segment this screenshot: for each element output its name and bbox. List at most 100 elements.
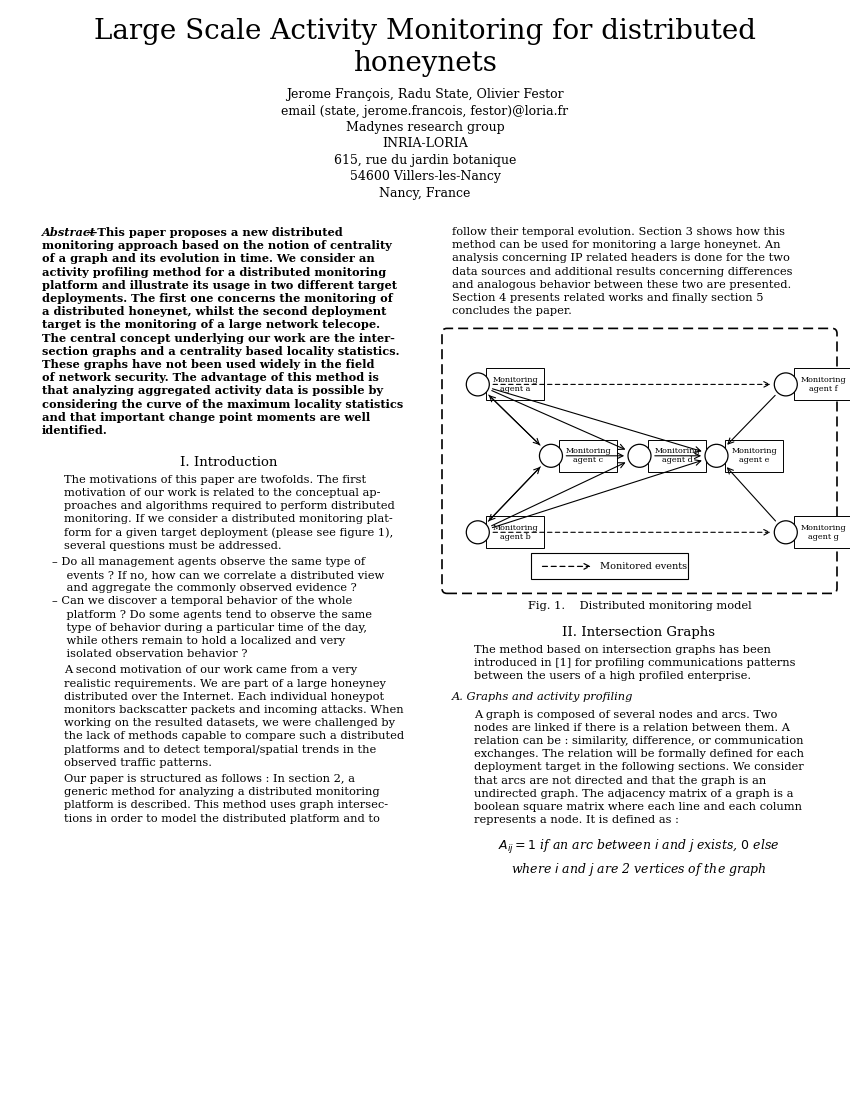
Circle shape [774, 520, 797, 543]
Text: that analyzing aggregated activity data is possible by: that analyzing aggregated activity data … [42, 385, 383, 396]
Text: the lack of methods capable to compare such a distributed: the lack of methods capable to compare s… [64, 732, 404, 741]
Text: Madynes research group: Madynes research group [346, 121, 504, 134]
Text: target is the monitoring of a large network telecope.: target is the monitoring of a large netw… [42, 319, 380, 330]
Text: relation can be : similarity, difference, or communication: relation can be : similarity, difference… [474, 736, 803, 746]
Text: platform is described. This method uses graph intersec-: platform is described. This method uses … [64, 801, 388, 811]
Text: A second motivation of our work came from a very: A second motivation of our work came fro… [64, 666, 357, 675]
Text: events ? If no, how can we correlate a distributed view: events ? If no, how can we correlate a d… [52, 570, 384, 580]
Text: undirected graph. The adjacency matrix of a graph is a: undirected graph. The adjacency matrix o… [474, 789, 794, 799]
Text: of network security. The advantage of this method is: of network security. The advantage of th… [42, 372, 379, 383]
Text: A. Graphs and activity profiling: A. Graphs and activity profiling [452, 693, 633, 703]
Text: deployments. The first one concerns the monitoring of: deployments. The first one concerns the … [42, 293, 393, 304]
Text: platform and illustrate its usage in two different target: platform and illustrate its usage in two… [42, 279, 397, 290]
Text: working on the resulted datasets, we were challenged by: working on the resulted datasets, we wer… [64, 718, 395, 728]
Text: follow their temporal evolution. Section 3 shows how this: follow their temporal evolution. Section… [452, 227, 785, 236]
Text: Monitoring
agent a: Monitoring agent a [492, 376, 538, 393]
Text: monitoring approach based on the notion of centrality: monitoring approach based on the notion … [42, 240, 392, 251]
FancyBboxPatch shape [486, 516, 544, 548]
Text: – Can we discover a temporal behavior of the whole: – Can we discover a temporal behavior of… [52, 596, 352, 606]
Text: observed traffic patterns.: observed traffic patterns. [64, 758, 212, 768]
Text: motivation of our work is related to the conceptual ap-: motivation of our work is related to the… [64, 488, 381, 498]
Text: Monitored events: Monitored events [600, 562, 687, 571]
Text: analysis concerning IP related headers is done for the two: analysis concerning IP related headers i… [452, 253, 790, 263]
Text: platform ? Do some agents tend to observe the same: platform ? Do some agents tend to observ… [52, 609, 372, 619]
Text: a distributed honeynet, whilst the second deployment: a distributed honeynet, whilst the secon… [42, 306, 387, 317]
Text: identified.: identified. [42, 425, 108, 436]
FancyBboxPatch shape [725, 440, 783, 472]
Text: A graph is composed of several nodes and arcs. Two: A graph is composed of several nodes and… [474, 710, 778, 719]
Text: – Do all management agents observe the same type of: – Do all management agents observe the s… [52, 557, 366, 566]
Text: and analogous behavior between these two are presented.: and analogous behavior between these two… [452, 279, 791, 289]
Text: realistic requirements. We are part of a large honeyney: realistic requirements. We are part of a… [64, 679, 386, 689]
FancyBboxPatch shape [486, 368, 544, 400]
Text: Our paper is structured as follows : In section 2, a: Our paper is structured as follows : In … [64, 774, 355, 784]
Text: several questions must be addressed.: several questions must be addressed. [64, 541, 281, 551]
Text: activity profiling method for a distributed monitoring: activity profiling method for a distribu… [42, 266, 386, 277]
Text: The motivations of this paper are twofolds. The first: The motivations of this paper are twofol… [64, 475, 366, 485]
FancyBboxPatch shape [442, 329, 837, 593]
Text: introduced in [1] for profiling communications patterns: introduced in [1] for profiling communic… [474, 658, 796, 668]
Text: while others remain to hold a localized and very: while others remain to hold a localized … [52, 636, 345, 646]
FancyBboxPatch shape [559, 440, 617, 472]
Text: Section 4 presents related works and finally section 5: Section 4 presents related works and fin… [452, 293, 763, 303]
Text: concludes the paper.: concludes the paper. [452, 306, 572, 316]
Text: 615, rue du jardin botanique: 615, rue du jardin botanique [334, 154, 516, 167]
Text: Monitoring
agent f: Monitoring agent f [801, 376, 846, 393]
Circle shape [628, 444, 651, 468]
Text: form for a given target deployment (please see figure 1),: form for a given target deployment (plea… [64, 528, 394, 538]
Text: of a graph and its evolution in time. We consider an: of a graph and its evolution in time. We… [42, 253, 375, 264]
Text: type of behavior during a particular time of the day,: type of behavior during a particular tim… [52, 623, 367, 632]
Text: represents a node. It is defined as :: represents a node. It is defined as : [474, 815, 679, 825]
Text: INRIA-LORIA: INRIA-LORIA [382, 138, 468, 151]
FancyBboxPatch shape [794, 368, 850, 400]
Text: The central concept underlying our work are the inter-: The central concept underlying our work … [42, 332, 395, 343]
Text: I. Introduction: I. Introduction [180, 456, 277, 470]
Text: isolated observation behavior ?: isolated observation behavior ? [52, 649, 247, 659]
Text: Large Scale Activity Monitoring for distributed: Large Scale Activity Monitoring for dist… [94, 18, 756, 45]
Text: Nancy, France: Nancy, France [379, 187, 471, 200]
FancyBboxPatch shape [648, 440, 706, 472]
Text: —This paper proposes a new distributed: —This paper proposes a new distributed [86, 227, 343, 238]
Circle shape [467, 373, 490, 396]
Text: where $i$ and $j$ are 2 vertices of the graph: where $i$ and $j$ are 2 vertices of the … [511, 861, 767, 878]
Text: that arcs are not directed and that the graph is an: that arcs are not directed and that the … [474, 776, 766, 785]
Text: considering the curve of the maximum locality statistics: considering the curve of the maximum loc… [42, 398, 403, 409]
Text: Monitoring
agent d: Monitoring agent d [654, 448, 700, 464]
Text: II. Intersection Graphs: II. Intersection Graphs [562, 626, 715, 639]
Text: proaches and algorithms required to perform distributed: proaches and algorithms required to perf… [64, 502, 394, 512]
Text: distributed over the Internet. Each individual honeypot: distributed over the Internet. Each indi… [64, 692, 384, 702]
Text: The method based on intersection graphs has been: The method based on intersection graphs … [474, 645, 771, 654]
Text: These graphs have not been used widely in the field: These graphs have not been used widely i… [42, 359, 375, 370]
Circle shape [467, 520, 490, 543]
Text: generic method for analyzing a distributed monitoring: generic method for analyzing a distribut… [64, 788, 380, 798]
Text: Monitoring
agent g: Monitoring agent g [801, 524, 846, 541]
Text: method can be used for monitoring a large honeynet. An: method can be used for monitoring a larg… [452, 240, 780, 250]
Text: and that important change point moments are well: and that important change point moments … [42, 411, 371, 422]
FancyBboxPatch shape [794, 516, 850, 548]
Text: tions in order to model the distributed platform and to: tions in order to model the distributed … [64, 814, 380, 824]
Text: Monitoring
agent b: Monitoring agent b [492, 524, 538, 541]
Text: and aggregate the commonly observed evidence ?: and aggregate the commonly observed evid… [52, 583, 357, 593]
Text: Monitoring
agent c: Monitoring agent c [565, 448, 611, 464]
Text: Fig. 1.    Distributed monitoring model: Fig. 1. Distributed monitoring model [528, 602, 751, 612]
Text: monitoring. If we consider a distributed monitoring plat-: monitoring. If we consider a distributed… [64, 515, 393, 525]
Text: deployment target in the following sections. We consider: deployment target in the following secti… [474, 762, 804, 772]
Text: Jerome François, Radu State, Olivier Festor: Jerome François, Radu State, Olivier Fes… [286, 88, 564, 101]
Text: data sources and additional results concerning differences: data sources and additional results conc… [452, 266, 792, 276]
Text: monitors backscatter packets and incoming attacks. When: monitors backscatter packets and incomin… [64, 705, 404, 715]
Text: platforms and to detect temporal/spatial trends in the: platforms and to detect temporal/spatial… [64, 745, 377, 755]
Text: boolean square matrix where each line and each column: boolean square matrix where each line an… [474, 802, 802, 812]
FancyBboxPatch shape [530, 553, 688, 580]
Text: Monitoring
agent e: Monitoring agent e [731, 448, 777, 464]
Text: exchanges. The relation will be formally defined for each: exchanges. The relation will be formally… [474, 749, 804, 759]
Text: $A_{ij} = 1$ if an arc between $i$ and $j$ exists, $0$ else: $A_{ij} = 1$ if an arc between $i$ and $… [498, 838, 779, 857]
Text: Abstract: Abstract [42, 227, 96, 238]
Text: 54600 Villers-les-Nancy: 54600 Villers-les-Nancy [349, 170, 501, 184]
Text: between the users of a high profiled enterprise.: between the users of a high profiled ent… [474, 671, 751, 681]
Circle shape [705, 444, 728, 468]
Circle shape [774, 373, 797, 396]
Text: email (state, jerome.francois, festor)@loria.fr: email (state, jerome.francois, festor)@l… [281, 104, 569, 118]
Text: honeynets: honeynets [353, 50, 497, 77]
Text: nodes are linked if there is a relation between them. A: nodes are linked if there is a relation … [474, 723, 790, 733]
Circle shape [540, 444, 563, 468]
